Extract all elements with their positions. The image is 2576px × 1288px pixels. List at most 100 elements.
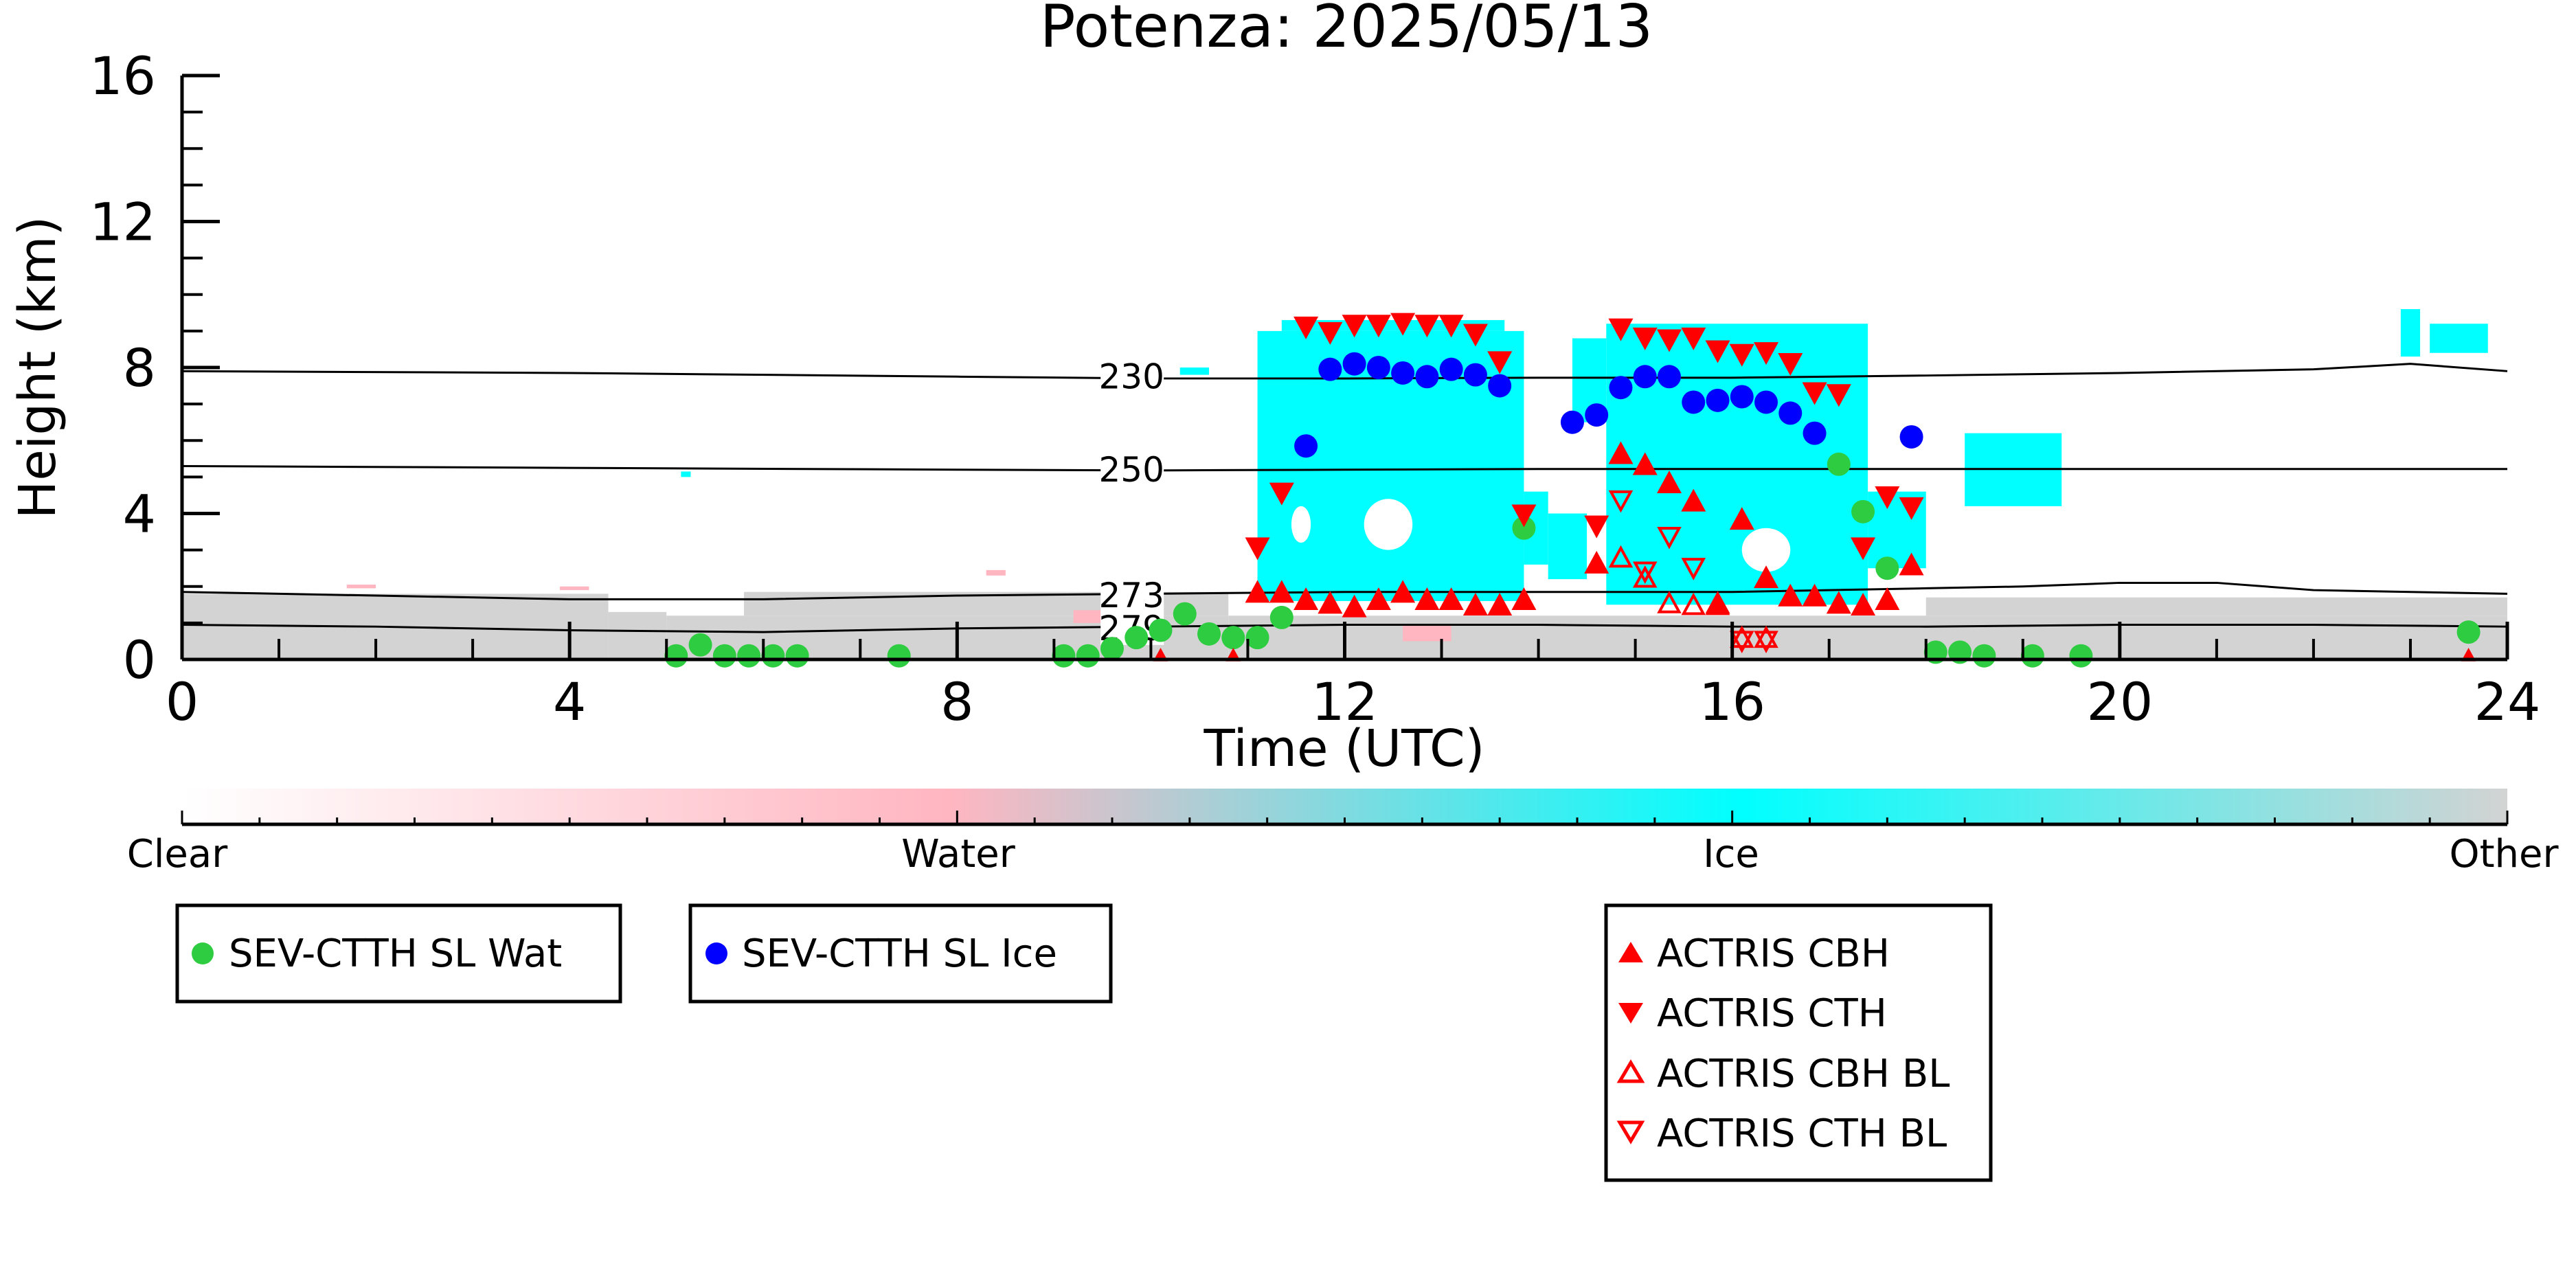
x-axis-label: Time (UTC) — [1203, 719, 1484, 778]
sev-ctth-sl-wat-point — [887, 644, 911, 668]
actris-cth-point — [1462, 324, 1488, 347]
actris-cbh-point — [1729, 507, 1754, 530]
sev-ctth-sl-wat-point — [1052, 644, 1076, 668]
x-tick-label: 12 — [1311, 671, 1378, 732]
actris-cbh-point — [1778, 583, 1803, 607]
isotherm-label: 230 — [1098, 357, 1164, 396]
actris-cbh-point — [1851, 592, 1876, 615]
legend-cbh-marker — [1618, 942, 1643, 962]
ice-region — [2430, 324, 2488, 353]
colorbar-label-water: Water — [901, 832, 1016, 877]
actris-cbh-point — [1293, 587, 1319, 610]
isotherm-label-bg — [1100, 579, 1164, 613]
sev-ctth-sl-ice-point — [1657, 365, 1681, 389]
legend-ice: SEV-CTTH SL Ice — [688, 903, 1113, 1004]
actris-cth-point — [1802, 382, 1827, 405]
ice-region — [1179, 368, 1210, 375]
isotherm-250 — [181, 464, 2507, 472]
actris-cbh-point — [1632, 452, 1658, 475]
legend-cbh-bl-label: ACTRIS CBH BL — [1657, 1052, 1950, 1096]
ice-region — [1548, 513, 1588, 580]
water-region — [346, 585, 376, 589]
actris-cth-point — [1851, 537, 1876, 561]
sev-ctth-sl-wat-point — [1125, 626, 1149, 650]
legend-wat-marker — [192, 942, 214, 964]
axis-ticks: 0 4 8 12 16 0 4 8 12 16 20 24 — [89, 45, 2540, 732]
sev-ctth-sl-wat-point — [1197, 622, 1221, 646]
ice-region — [2400, 309, 2421, 357]
water-region — [560, 586, 589, 591]
sev-ctth-sl-ice-point — [1585, 403, 1609, 427]
actris-cbh-point — [1826, 591, 1851, 614]
ice-region — [681, 471, 691, 477]
sev-ctth-sl-wat-point — [761, 644, 785, 668]
clear-hole — [1741, 528, 1791, 572]
actris-cbh-bl-point — [1632, 565, 1658, 588]
actris-cbh-point — [1608, 441, 1634, 464]
actris-cbh-point — [1269, 580, 1294, 603]
actris-cth-point — [1705, 340, 1730, 363]
y-tick-label: 4 — [123, 484, 156, 545]
legend-wat-box — [175, 903, 622, 1004]
sev-ctth-sl-wat-point — [1076, 644, 1100, 668]
sev-ctth-sl-ice-point — [1342, 352, 1366, 376]
y-tick-label: 12 — [89, 192, 156, 253]
sev-ctth-sl-wat-point — [1851, 499, 1875, 523]
actris-cbh-point — [1366, 587, 1391, 610]
actris-cbh-bl-point — [1681, 592, 1706, 615]
actris-cth-point — [1245, 537, 1270, 561]
colorbar-label-other: Other — [2449, 832, 2559, 877]
actris-cth-point — [1293, 316, 1319, 339]
sev-ctth-sl-wat-point — [2020, 644, 2044, 668]
y-tick-label: 8 — [123, 337, 156, 398]
sev-ctth-sl-ice-point — [1682, 390, 1706, 414]
actris-cbh-bl-point — [1608, 545, 1634, 568]
x-tick-label: 0 — [166, 671, 199, 732]
water-region — [986, 569, 1006, 576]
sev-ctth-sl-wat-point — [1972, 644, 1996, 668]
actris-cth-point — [1342, 315, 1367, 338]
x-tick-label: 16 — [1699, 671, 1765, 732]
sev-ctth-sl-ice-point — [1803, 421, 1827, 445]
actris-cbh-point — [1681, 488, 1706, 512]
other-region — [608, 611, 667, 659]
actris-cth-point — [1366, 315, 1391, 338]
isotherm-label: 273 — [1098, 576, 1164, 615]
sev-ctth-sl-ice-point — [1778, 401, 1803, 425]
y-tick-label: 0 — [123, 629, 156, 690]
actris-cth-point — [1826, 384, 1851, 407]
actris-cbh-point — [1899, 552, 1924, 576]
legend-wat-label: SEV-CTTH SL Wat — [229, 931, 562, 976]
y-axis-label: Height (km) — [8, 216, 67, 519]
sev-ctth-sl-ice-point — [1754, 390, 1778, 414]
sev-ctth-sl-ice-point — [1463, 363, 1487, 387]
actris-cth-point — [1511, 504, 1537, 528]
legend-cth-bl-marker — [1616, 1120, 1645, 1144]
sev-ctth-sl-ice-point — [1415, 365, 1439, 389]
actris-cth-point — [1438, 315, 1464, 338]
legend-cbh-bl-marker — [1616, 1059, 1645, 1083]
x-tick-label: 20 — [2086, 671, 2153, 732]
actris-cbh-bl-point — [1657, 591, 1682, 613]
sev-ctth-sl-wat-point — [1875, 556, 1899, 580]
legend-cbh-label: ACTRIS CBH — [1657, 931, 1890, 976]
sev-ctth-sl-wat-point — [688, 633, 712, 657]
sev-ctth-sl-wat-point — [664, 644, 688, 668]
actris-cth-point — [1390, 313, 1416, 336]
actris-cbh-point — [1656, 471, 1682, 493]
actris-cbh-point — [1342, 594, 1367, 618]
sev-ctth-sl-wat-point — [1827, 452, 1851, 476]
sev-ctth-sl-wat-point — [2069, 644, 2093, 668]
actris-cbh-point — [1487, 592, 1513, 615]
sev-ctth-sl-wat-point — [2456, 620, 2481, 644]
actris-cth-point — [1608, 318, 1634, 341]
chart-title: Potenza: 2025/05/13 — [1040, 0, 1653, 61]
sev-ctth-sl-wat-point — [1173, 602, 1197, 626]
x-tick-label: 8 — [940, 671, 973, 732]
actris-cbh-point — [1318, 591, 1343, 614]
actris-cth-point — [1899, 497, 1924, 520]
water-region — [1403, 624, 1451, 642]
colorbar-label-ice: Ice — [1703, 832, 1759, 877]
actris-cth-point — [1584, 515, 1609, 539]
sev-ctth-sl-ice-point — [1391, 361, 1415, 385]
